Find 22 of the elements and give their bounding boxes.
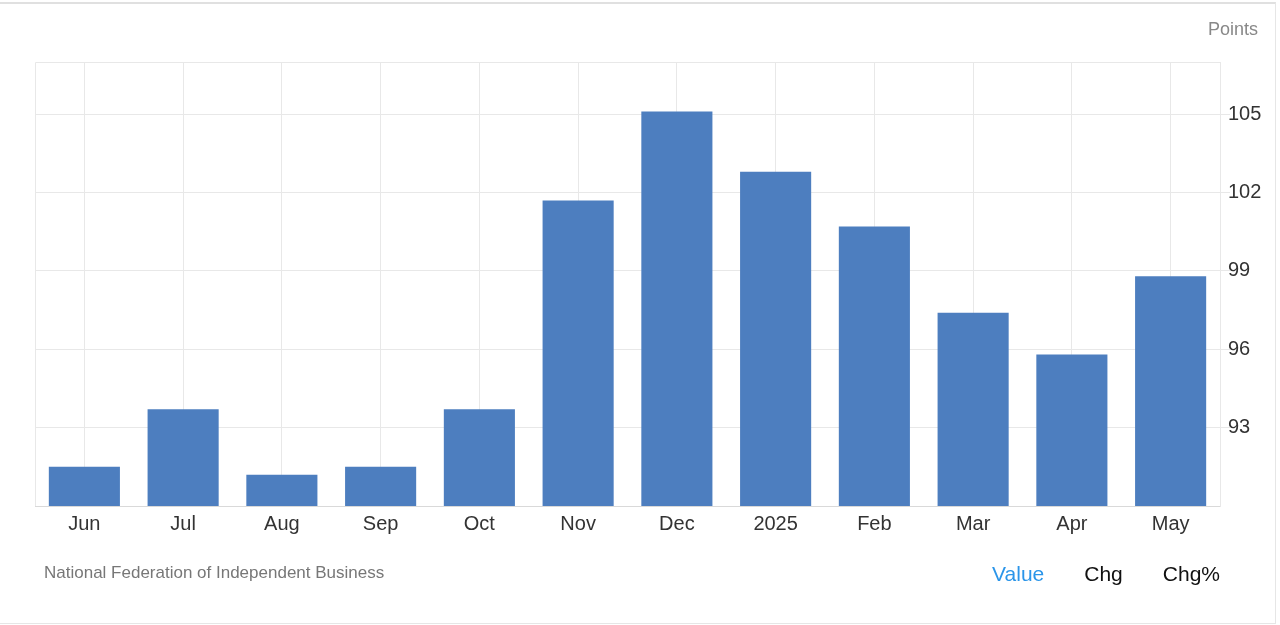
text: Chg — [1084, 562, 1123, 586]
text: Chg% — [1162, 562, 1220, 586]
x-tick-label: May — [1151, 511, 1190, 534]
y-tick-label: 93 — [1228, 415, 1251, 438]
x-tick-label: Feb — [857, 511, 892, 534]
text: National Federation of Independent Business — [44, 563, 385, 583]
x-tick-label: Aug — [264, 511, 300, 534]
text: Value — [992, 562, 1045, 586]
y-tick-label: 102 — [1228, 180, 1262, 203]
x-tick-label: Oct — [463, 511, 496, 534]
y-tick-label: 105 — [1228, 101, 1262, 124]
x-tick-label: Mar — [955, 511, 991, 534]
x-tick-label: Apr — [1056, 511, 1088, 534]
x-tick-label: 2025 — [753, 511, 798, 534]
x-tick-label: Nov — [560, 511, 596, 534]
y-tick-label: 96 — [1228, 336, 1251, 359]
x-tick-label: Sep — [362, 511, 399, 534]
x-tick-label: Jun — [68, 511, 101, 534]
y-tick-label: 99 — [1228, 258, 1251, 281]
y-axis-title: Points — [1207, 19, 1258, 40]
x-tick-label: Jul — [170, 511, 196, 534]
x-tick-label: Dec — [659, 511, 695, 534]
